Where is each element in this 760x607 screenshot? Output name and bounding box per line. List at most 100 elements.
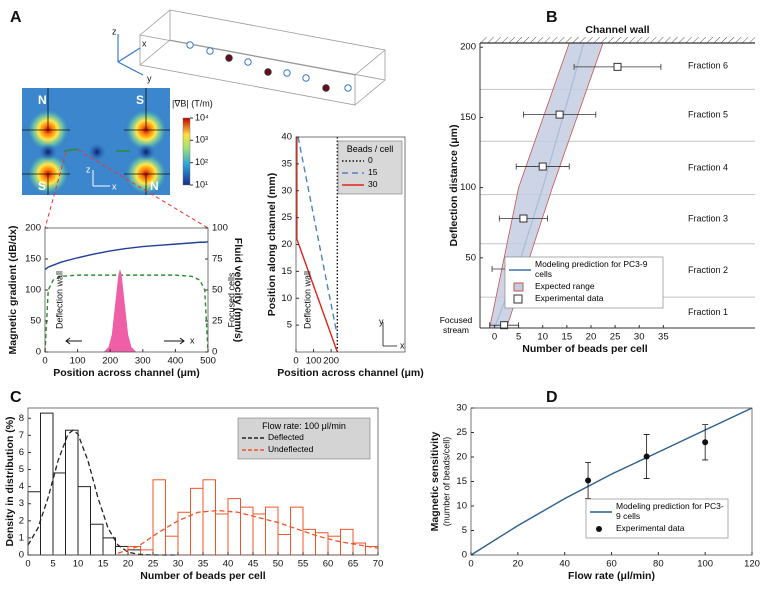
legend-title: Beads / cell bbox=[347, 144, 394, 154]
panel-label: B bbox=[546, 9, 558, 26]
chart bbox=[296, 136, 339, 353]
histogram-bar bbox=[252, 513, 266, 556]
x-tick-label: 20 bbox=[513, 559, 524, 570]
y-tick-label: 25 bbox=[281, 212, 292, 223]
legend-label: 30 bbox=[368, 180, 377, 189]
legend-title-text: Flow rate: 100 μl/min bbox=[262, 421, 346, 431]
y-tick-label: 10 bbox=[456, 501, 467, 512]
line bbox=[44, 274, 209, 353]
y2-tick-label: 0 bbox=[212, 347, 217, 358]
y-tick-label: 0 bbox=[36, 347, 41, 358]
legend-label: 15 bbox=[368, 168, 377, 177]
legend-label-text: Modeling prediction for PC3-9 cells bbox=[616, 502, 724, 521]
area bbox=[103, 268, 137, 352]
cold-spot bbox=[137, 143, 155, 161]
x-tick-label: 5 bbox=[516, 332, 521, 343]
colorbar-tick-label: 10² bbox=[195, 157, 208, 167]
x-tick-label: 15 bbox=[562, 332, 573, 343]
histogram-bar bbox=[265, 506, 279, 556]
histogram-bar bbox=[215, 513, 229, 556]
fraction-label: Fraction 4 bbox=[688, 162, 728, 172]
histogram-bar bbox=[27, 491, 41, 556]
y-tick-label: 2 bbox=[19, 515, 24, 526]
y-tick-label: 30 bbox=[456, 403, 467, 414]
data-point bbox=[538, 162, 547, 171]
bead bbox=[244, 58, 252, 66]
y2-tick-label: 25 bbox=[212, 316, 223, 327]
axis-arrow bbox=[117, 47, 141, 63]
channel-edge bbox=[354, 79, 386, 106]
legend-label: Deflected bbox=[268, 433, 304, 442]
histogram-bar bbox=[77, 486, 91, 556]
bead bbox=[186, 41, 194, 49]
fraction-label: Fraction 1 bbox=[688, 307, 728, 317]
histogram-bar bbox=[90, 523, 104, 556]
annotation-arrows bbox=[65, 322, 397, 347]
axis-letter: y bbox=[147, 73, 152, 83]
chart bbox=[470, 407, 753, 556]
legend: Beads / cell 0 15 30 bbox=[337, 140, 403, 195]
y2-tick-label: 100 bbox=[212, 223, 228, 234]
y-tick-label: 8 bbox=[19, 413, 24, 424]
bead bbox=[322, 84, 330, 92]
histogram-bar bbox=[277, 533, 291, 556]
legend: Flow rate: 100 μl/min Deflected Undeflecte… bbox=[237, 417, 371, 460]
legend-label-text: Deflected bbox=[268, 433, 304, 442]
legend-swatch bbox=[513, 282, 524, 292]
colorbar-tick-label: 10¹ bbox=[195, 179, 208, 189]
fraction-label: Fraction 2 bbox=[688, 265, 728, 275]
x-tick-label: 10 bbox=[73, 559, 84, 570]
y-axis-label: Position along channel (mm) bbox=[266, 173, 278, 317]
y-axis-label: Magnetic gradient (dB/dx) bbox=[7, 226, 19, 355]
fit-curve bbox=[117, 509, 379, 554]
x-tick-label: 200 bbox=[323, 356, 339, 367]
bead bbox=[264, 68, 272, 76]
legend-swatch bbox=[596, 526, 602, 532]
colorbar-label: |∇B| (T/m) bbox=[172, 98, 213, 108]
legend-label: Undeflected bbox=[268, 445, 313, 454]
histogram-bar bbox=[165, 535, 179, 556]
y-tick-label: 25 bbox=[456, 427, 467, 438]
histogram-bar bbox=[65, 429, 79, 556]
legend-label: Expected range bbox=[535, 282, 595, 291]
beads bbox=[186, 41, 352, 92]
legend-label-text: 0 bbox=[368, 156, 373, 165]
x-tick-label: 20 bbox=[123, 559, 134, 570]
x-tick-label: 25 bbox=[610, 332, 621, 343]
axis-letter: x bbox=[142, 38, 147, 48]
line bbox=[296, 137, 338, 353]
x-tick-label: 50 bbox=[273, 559, 284, 570]
x-tick-label: 30 bbox=[173, 559, 184, 570]
x-tick-label: 40 bbox=[223, 559, 234, 570]
bead bbox=[206, 47, 214, 55]
y-tick-label: 6 bbox=[19, 447, 24, 458]
data-point bbox=[702, 439, 709, 446]
legend-label: Modeling prediction for PC3-9 cells bbox=[535, 260, 647, 279]
legend-box bbox=[504, 256, 664, 309]
data-point bbox=[613, 62, 622, 71]
channel-mark bbox=[63, 148, 79, 152]
x-tick-label: 100 bbox=[306, 356, 322, 367]
y-tick-label: 4 bbox=[19, 481, 24, 492]
axis-letter: x bbox=[112, 181, 117, 191]
bead bbox=[225, 54, 233, 62]
y-tick-label: 5 bbox=[462, 525, 467, 536]
y-axis-note: (number of beads/cell) bbox=[441, 437, 451, 527]
axis-arrow bbox=[117, 61, 144, 76]
y-tick-label: 100 bbox=[25, 285, 41, 296]
x-tick-label: 500 bbox=[200, 356, 216, 367]
colorbar bbox=[182, 117, 191, 186]
heatmap bbox=[22, 88, 170, 196]
legend-swatch bbox=[513, 294, 523, 304]
histogram-bar bbox=[315, 532, 329, 556]
histogram-bar bbox=[190, 487, 204, 556]
y-tick-label: 200 bbox=[25, 223, 41, 234]
x-axis-label: Flow rate (μl/min) bbox=[568, 570, 655, 582]
x-tick-label: 300 bbox=[135, 356, 151, 367]
x-tick-label: 65 bbox=[348, 559, 359, 570]
x-tick-label: 100 bbox=[697, 559, 713, 570]
channel-edge bbox=[354, 49, 386, 76]
channel-wall bbox=[480, 37, 755, 43]
data-point bbox=[500, 321, 509, 330]
